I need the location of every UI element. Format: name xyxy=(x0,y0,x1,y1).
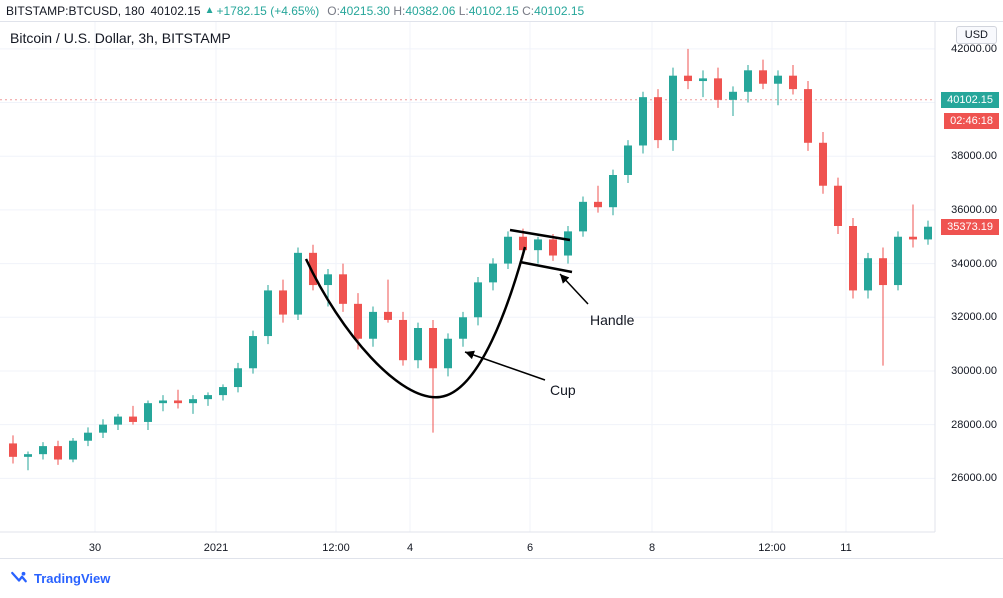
y-axis-tick: 34000.00 xyxy=(947,258,997,270)
y-axis-tick: 30000.00 xyxy=(947,365,997,377)
y-axis-tick: 36000.00 xyxy=(947,204,997,216)
symbol: BITSTAMP:BTCUSD xyxy=(6,4,118,18)
price-tag: 40102.15 xyxy=(941,92,999,108)
y-axis-tick: 38000.00 xyxy=(947,150,997,162)
change-pct: (+4.65%) xyxy=(270,4,319,18)
y-axis-tick: 26000.00 xyxy=(947,472,997,484)
price-tag: 02:46:18 xyxy=(944,113,999,129)
chart-area[interactable]: Bitcoin / U.S. Dollar, 3h, BITSTAMP USD … xyxy=(0,22,1003,558)
y-axis-tick: 42000.00 xyxy=(947,43,997,55)
y-axis-tick: 32000.00 xyxy=(947,311,997,323)
last-price: 40102.15 xyxy=(151,4,201,18)
y-axis-tick: 28000.00 xyxy=(947,419,997,431)
up-arrow-icon: ▲ xyxy=(205,5,215,16)
x-axis-tick: 8 xyxy=(649,542,655,554)
x-axis-tick: 4 xyxy=(407,542,413,554)
x-axis-tick: 2021 xyxy=(204,542,228,554)
interval: 180 xyxy=(124,4,144,18)
currency-toggle[interactable]: USD xyxy=(956,26,997,44)
x-axis-tick: 12:00 xyxy=(322,542,350,554)
change: +1782.15 xyxy=(216,4,266,18)
price-tag: 35373.19 xyxy=(941,219,999,235)
x-axis-tick: 30 xyxy=(89,542,101,554)
tradingview-logo-icon xyxy=(10,570,28,588)
candlestick-chart[interactable] xyxy=(0,22,1003,558)
ticker-bar: BITSTAMP:BTCUSD, 180 40102.15 ▲ +1782.15… xyxy=(0,0,1003,22)
x-axis-tick: 11 xyxy=(840,542,851,554)
footer-brand: TradingView xyxy=(34,571,110,586)
ohlc-block: O:40215.30 H:40382.06 L:40102.15 C:40102… xyxy=(327,4,584,18)
x-axis-tick: 6 xyxy=(527,542,533,554)
footer: TradingView xyxy=(0,558,1003,598)
annotation-cup-label: Cup xyxy=(550,382,576,398)
chart-title: Bitcoin / U.S. Dollar, 3h, BITSTAMP xyxy=(10,30,231,46)
annotation-handle-label: Handle xyxy=(590,312,634,328)
x-axis-tick: 12:00 xyxy=(758,542,786,554)
